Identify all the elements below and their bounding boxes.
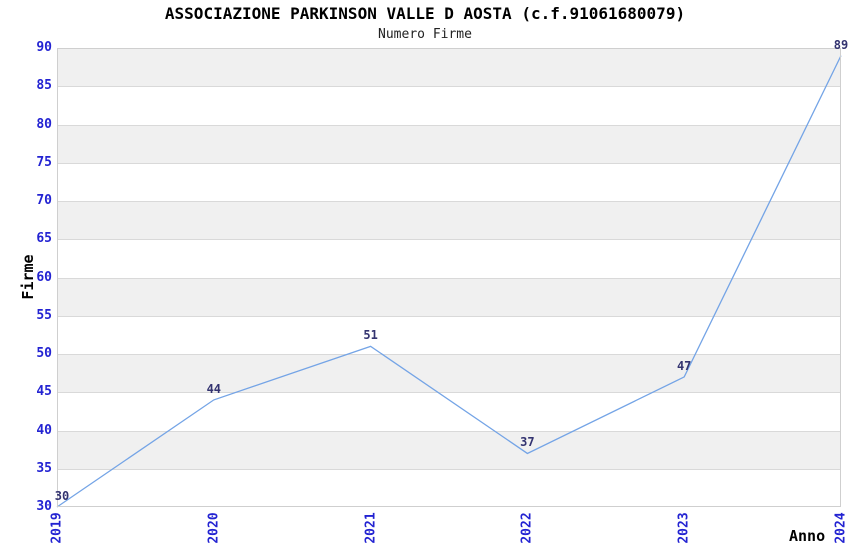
grid-band	[57, 48, 841, 87]
x-tick-label: 2019	[49, 512, 65, 544]
y-tick-label: 50	[36, 346, 52, 361]
grid-band	[57, 162, 841, 201]
y-tick-label: 65	[36, 231, 52, 247]
y-tick-label: 75	[36, 154, 52, 170]
plot-area	[56, 48, 842, 508]
grid-band	[57, 86, 841, 125]
data-point-label: 47	[676, 358, 692, 373]
gridline	[57, 239, 841, 241]
y-tick-label: 80	[36, 116, 52, 132]
y-tick-label: 90	[36, 40, 52, 55]
line-series	[56, 55, 842, 508]
x-axis-title: Anno	[789, 527, 826, 545]
gridline	[57, 277, 841, 279]
data-point-label: 89	[833, 37, 849, 52]
y-tick-label: 45	[36, 384, 52, 400]
gridline	[57, 315, 841, 317]
y-tick-label: 70	[36, 193, 52, 208]
data-point-label: 44	[206, 381, 222, 396]
x-tick-label: 2022	[519, 512, 535, 544]
y-tick-label: 35	[36, 460, 52, 476]
x-tick-label: 2023	[676, 512, 692, 544]
chart-subtitle: Numero Firme	[378, 27, 472, 42]
chart-title: ASSOCIAZIONE PARKINSON VALLE D AOSTA (c.…	[164, 4, 686, 23]
grid-band	[57, 430, 841, 469]
grid-band	[57, 239, 841, 278]
gridline	[57, 201, 841, 202]
data-point-label: 51	[363, 328, 378, 343]
gridline	[57, 354, 841, 355]
gridline	[57, 162, 841, 164]
grid-band	[57, 277, 841, 316]
gridline	[57, 392, 841, 394]
grid-band	[57, 124, 841, 163]
line-path	[56, 55, 842, 508]
grid-band	[57, 392, 841, 431]
x-tick-label: 2020	[206, 512, 222, 544]
grid-band	[57, 201, 841, 240]
grid-band	[57, 354, 841, 393]
gridline	[57, 124, 841, 126]
y-tick-label: 40	[36, 422, 52, 438]
gridline	[57, 468, 841, 470]
y-tick-label: 55	[36, 307, 52, 323]
y-tick-label: 60	[36, 269, 52, 285]
data-point-label: 37	[520, 435, 535, 450]
grid-band	[57, 468, 841, 507]
gridline	[57, 430, 841, 432]
y-tick-label: 85	[36, 78, 52, 94]
y-tick-label: 30	[36, 499, 52, 514]
data-point-label: 30	[54, 489, 70, 503]
x-tick-label: 2024	[833, 512, 849, 544]
x-tick-label: 2021	[363, 512, 379, 544]
gridline	[57, 86, 841, 88]
